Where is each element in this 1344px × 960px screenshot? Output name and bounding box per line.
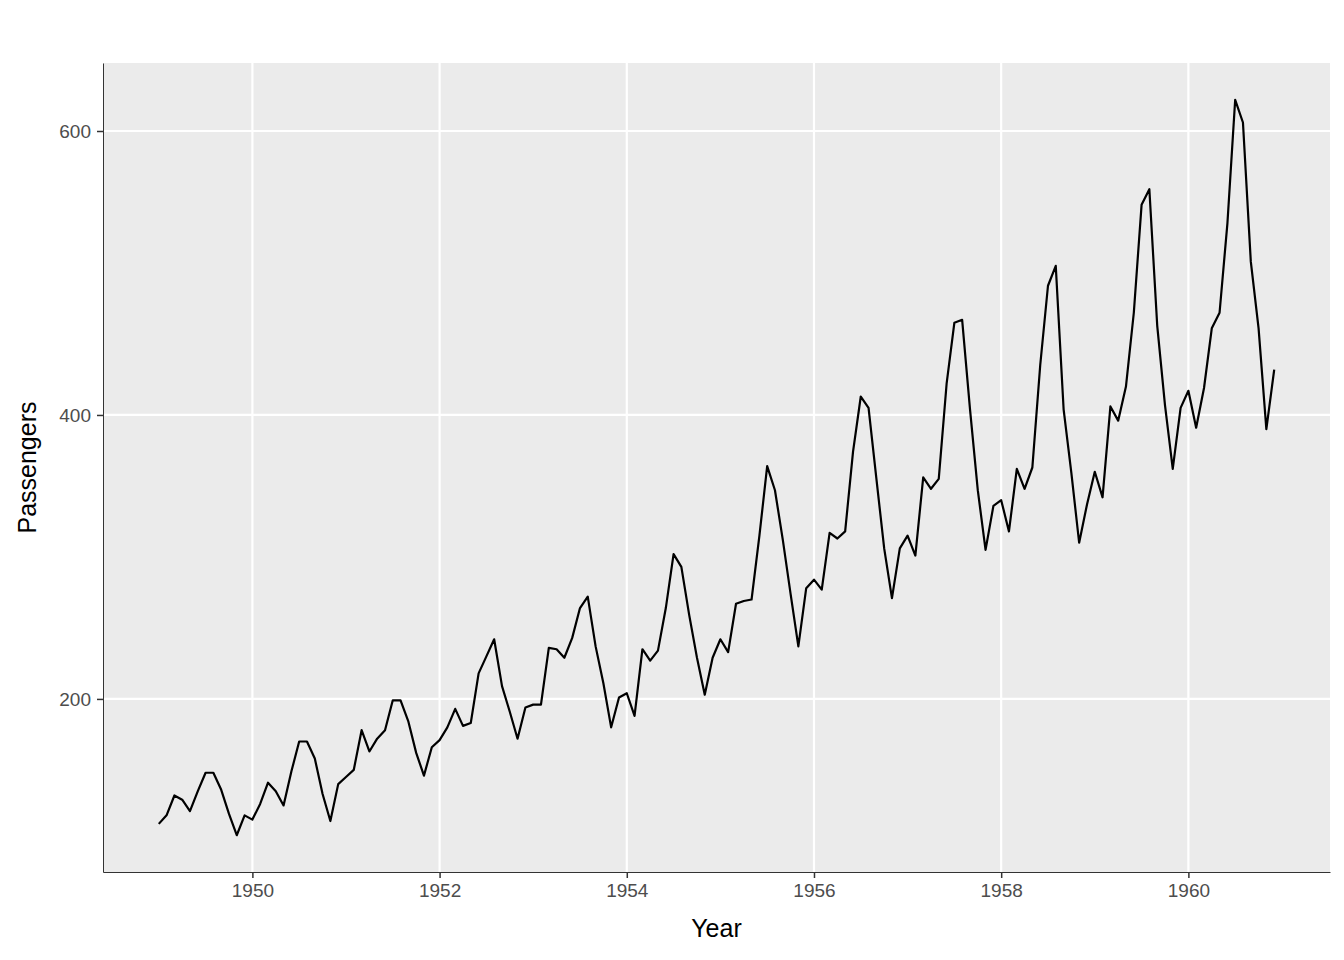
tick: 1954 bbox=[606, 872, 649, 901]
x-axis: 1950 1952 1954 1956 1958 1960 bbox=[104, 872, 1331, 901]
tick-label: 1960 bbox=[1168, 880, 1210, 901]
tick-label: 1954 bbox=[606, 880, 649, 901]
grid-line bbox=[1187, 63, 1189, 872]
grid-line bbox=[1000, 63, 1002, 872]
tick-label: 400 bbox=[59, 405, 91, 426]
grid-line bbox=[103, 130, 1330, 132]
chart: 1950 1952 1954 1956 1958 1960 200 400 600 Year Pas… bbox=[0, 0, 1344, 960]
tick-label: 1952 bbox=[419, 880, 461, 901]
grid-line bbox=[438, 63, 440, 872]
tick: 600 bbox=[59, 121, 103, 142]
tick-mark bbox=[97, 415, 103, 417]
tick: 1960 bbox=[1168, 872, 1210, 901]
grid-line bbox=[626, 63, 628, 872]
grid-line bbox=[103, 414, 1330, 416]
y-axis-title: Passengers bbox=[13, 401, 41, 533]
tick: 1950 bbox=[232, 872, 274, 901]
grid-line bbox=[813, 63, 815, 872]
tick-mark bbox=[627, 872, 629, 878]
tick-label: 600 bbox=[59, 121, 91, 142]
tick-mark bbox=[97, 131, 103, 133]
plot-background bbox=[103, 63, 1330, 872]
tick-label: 200 bbox=[59, 689, 91, 710]
tick-mark bbox=[97, 699, 103, 701]
tick-mark bbox=[1188, 872, 1190, 878]
tick-mark bbox=[1001, 872, 1003, 878]
tick: 400 bbox=[59, 405, 103, 426]
grid-line bbox=[251, 63, 253, 872]
data-line bbox=[159, 100, 1274, 835]
tick: 1956 bbox=[793, 872, 835, 901]
grid-line bbox=[103, 698, 1330, 700]
tick: 1952 bbox=[419, 872, 461, 901]
tick-label: 1956 bbox=[793, 880, 835, 901]
tick-label: 1950 bbox=[232, 880, 274, 901]
marks bbox=[159, 100, 1274, 835]
y-axis: 200 400 600 bbox=[59, 64, 103, 873]
axis-line bbox=[103, 64, 104, 873]
axis-line bbox=[104, 872, 1331, 873]
tick-mark bbox=[439, 872, 441, 878]
tick-label: 1958 bbox=[981, 880, 1023, 901]
tick: 1958 bbox=[981, 872, 1023, 901]
tick: 200 bbox=[59, 689, 103, 710]
tick-mark bbox=[252, 872, 254, 878]
grid bbox=[103, 63, 1330, 872]
tick-mark bbox=[814, 872, 816, 878]
x-axis-title: Year bbox=[691, 914, 742, 942]
